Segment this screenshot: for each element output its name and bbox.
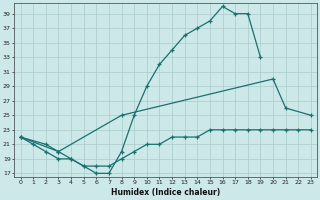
X-axis label: Humidex (Indice chaleur): Humidex (Indice chaleur) — [111, 188, 220, 197]
